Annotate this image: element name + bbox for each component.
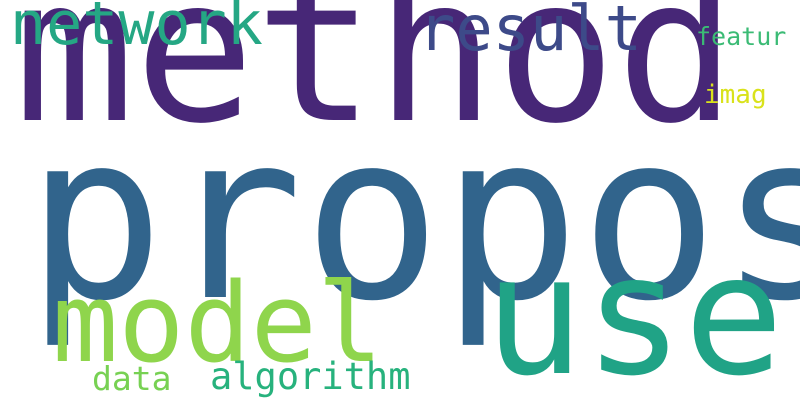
word-network: network (10, 0, 263, 59)
word-featur: featur (696, 22, 787, 51)
word-method: method (14, 0, 737, 168)
word-use: use (484, 220, 784, 400)
word-result: result (418, 0, 642, 65)
word-data: data (92, 359, 172, 398)
word-algorithm: algorithm (210, 355, 411, 398)
word-imag: imag (704, 80, 767, 110)
word-model: model (52, 259, 384, 387)
word-propos: propos (26, 85, 800, 352)
